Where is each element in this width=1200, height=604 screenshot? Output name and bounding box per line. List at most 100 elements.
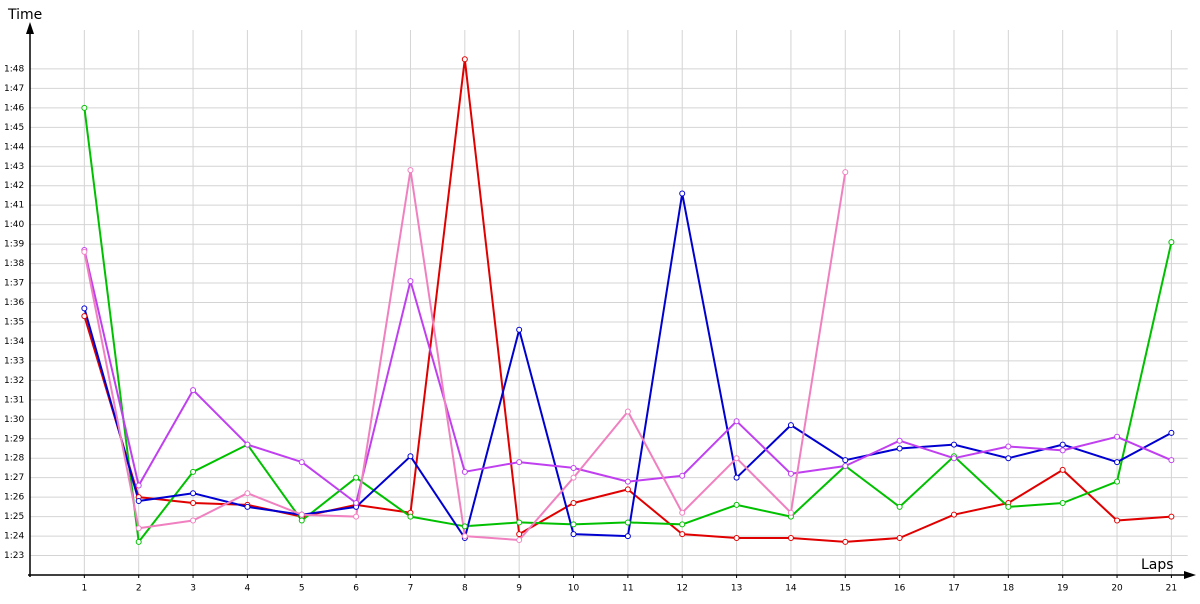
y-tick-label: 1:33 [4, 356, 24, 366]
point [1005, 503, 1012, 510]
x-tick-label: 11 [622, 584, 633, 594]
point [407, 513, 414, 520]
x-tick-label: 10 [568, 584, 580, 594]
point [624, 408, 631, 415]
y-tick-label: 1:35 [4, 317, 24, 327]
x-axis-arrow [1184, 571, 1196, 579]
point [353, 499, 360, 506]
point [624, 486, 631, 493]
point [461, 468, 468, 475]
x-tick-label: 9 [516, 584, 522, 594]
y-tick-label: 1:27 [4, 473, 24, 483]
point [244, 503, 251, 510]
point [298, 517, 305, 524]
point [298, 511, 305, 518]
point [190, 490, 197, 497]
point [135, 482, 142, 489]
x-tick-label: 6 [353, 584, 359, 594]
point [787, 535, 794, 542]
point [1059, 447, 1066, 454]
x-tick-label: 8 [462, 584, 468, 594]
point [1114, 478, 1121, 485]
x-tick-label: 3 [190, 584, 196, 594]
x-tick-label: 12 [676, 584, 687, 594]
y-tick-label: 1:25 [4, 512, 24, 522]
y-tick-label: 1:24 [4, 532, 24, 542]
y-tick-label: 1:44 [4, 142, 24, 152]
point [1005, 455, 1012, 462]
point [787, 509, 794, 516]
point [1114, 517, 1121, 524]
x-tick-label: 7 [408, 584, 414, 594]
point [787, 422, 794, 429]
point [733, 418, 740, 425]
point [624, 519, 631, 526]
x-tick-label: 17 [948, 584, 959, 594]
x-tick-label: 15 [840, 584, 851, 594]
y-tick-label: 1:39 [4, 240, 24, 250]
x-tick-label: 4 [245, 584, 251, 594]
point [787, 470, 794, 477]
y-tick-label: 1:47 [4, 84, 24, 94]
point [1005, 443, 1012, 450]
y-tick-label: 1:37 [4, 279, 24, 289]
x-tick-label: 16 [894, 584, 906, 594]
point [1168, 239, 1175, 246]
point [1168, 513, 1175, 520]
point [190, 387, 197, 394]
point [950, 455, 957, 462]
x-tick-label: 13 [731, 584, 742, 594]
y-tick-label: 1:30 [4, 415, 24, 425]
point [244, 441, 251, 448]
point [135, 498, 142, 505]
y-tick-label: 1:29 [4, 434, 24, 444]
point [679, 521, 686, 528]
point [896, 437, 903, 444]
point [190, 517, 197, 524]
point [461, 56, 468, 63]
x-tick-label: 18 [1003, 584, 1015, 594]
x-tick-label: 2 [136, 584, 142, 594]
point [81, 248, 88, 255]
point [896, 503, 903, 510]
y-tick-label: 1:38 [4, 259, 24, 269]
grid [30, 30, 1188, 575]
y-tick-label: 1:31 [4, 395, 24, 405]
point [733, 535, 740, 542]
point [624, 478, 631, 485]
point [461, 523, 468, 530]
x-tick-label: 21 [1166, 584, 1177, 594]
point [842, 463, 849, 469]
y-tick-label: 1:43 [4, 162, 24, 172]
point [842, 538, 849, 545]
y-tick-label: 1:41 [4, 201, 24, 211]
point [733, 474, 740, 481]
y-tick-label: 1:42 [4, 181, 24, 191]
y-tick-label: 1:34 [4, 337, 24, 347]
point [407, 278, 414, 285]
y-tick-label: 1:36 [4, 298, 24, 308]
y-axis-arrow [26, 22, 34, 34]
point [1059, 466, 1066, 473]
point [1114, 459, 1121, 466]
point [516, 459, 523, 466]
point [407, 453, 414, 460]
y-tick-label: 1:23 [4, 551, 24, 561]
point [896, 535, 903, 542]
point [733, 455, 740, 462]
point [190, 468, 197, 475]
point [516, 536, 523, 543]
point [81, 104, 88, 111]
point [353, 513, 360, 520]
point [516, 519, 523, 526]
point [135, 538, 142, 545]
point [353, 474, 360, 481]
point [679, 190, 686, 197]
point [570, 464, 577, 471]
point [842, 169, 849, 176]
point [570, 521, 577, 528]
point [570, 531, 577, 538]
point [1114, 433, 1121, 440]
